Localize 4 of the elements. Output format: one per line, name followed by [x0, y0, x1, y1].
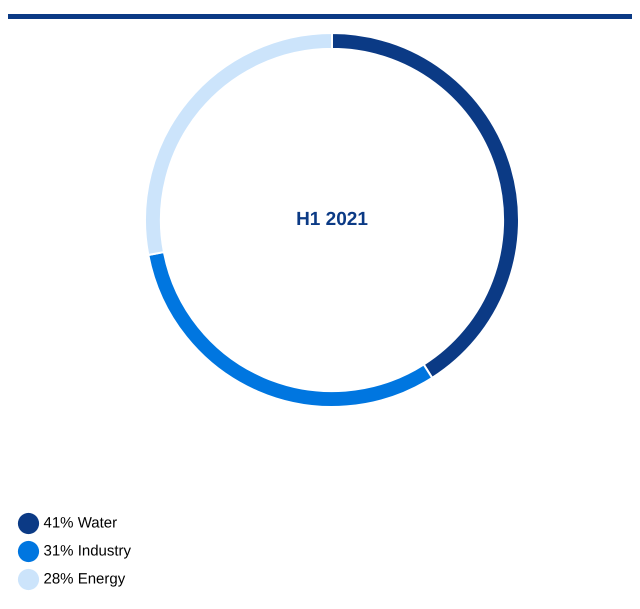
- legend-label: 28% Energy: [44, 570, 126, 588]
- text: H1 2021: [296, 209, 368, 230]
- legend-label: 41% Water: [44, 514, 118, 532]
- legend-label: 31% Industry: [44, 542, 132, 560]
